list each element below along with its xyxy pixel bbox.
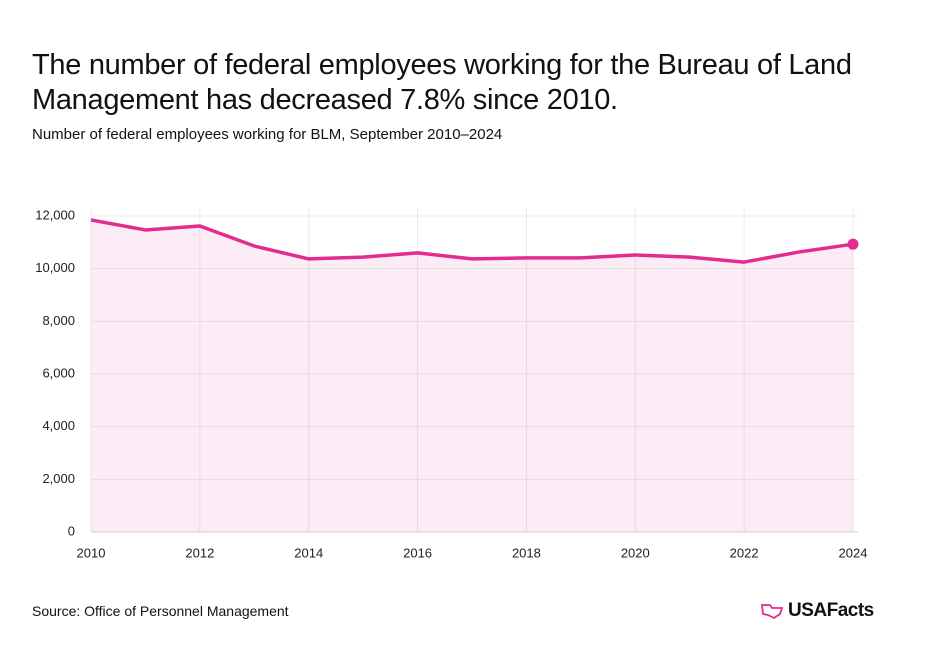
logo-text: USAFacts	[788, 600, 874, 621]
logo-icon	[760, 604, 784, 620]
y-tick-label: 0	[68, 523, 75, 538]
area	[91, 219, 853, 532]
x-tick-label: 2016	[403, 545, 432, 560]
y-tick-label: 6,000	[42, 365, 75, 380]
x-tick-label: 2022	[730, 545, 759, 560]
y-tick-label: 10,000	[35, 260, 75, 275]
y-tick-label: 4,000	[42, 418, 75, 433]
x-tick-label: 2012	[185, 545, 214, 560]
x-tick-label: 2020	[621, 545, 650, 560]
y-tick-label: 12,000	[35, 207, 75, 222]
y-tick-label: 2,000	[42, 471, 75, 486]
chart-subtitle: Number of federal employees working for …	[32, 126, 503, 143]
x-tick-label: 2014	[294, 545, 323, 560]
x-tick-label: 2018	[512, 545, 541, 560]
logo: USAFacts	[760, 600, 874, 622]
x-tick-label: 2024	[839, 545, 868, 560]
line	[90, 218, 854, 264]
chart-title: The number of federal employees working …	[32, 49, 852, 116]
x-tick-label: 2010	[77, 545, 106, 560]
source: Source: Office of Personnel Management	[32, 603, 289, 619]
end-marker	[847, 238, 859, 250]
y-tick-label: 8,000	[42, 313, 75, 328]
